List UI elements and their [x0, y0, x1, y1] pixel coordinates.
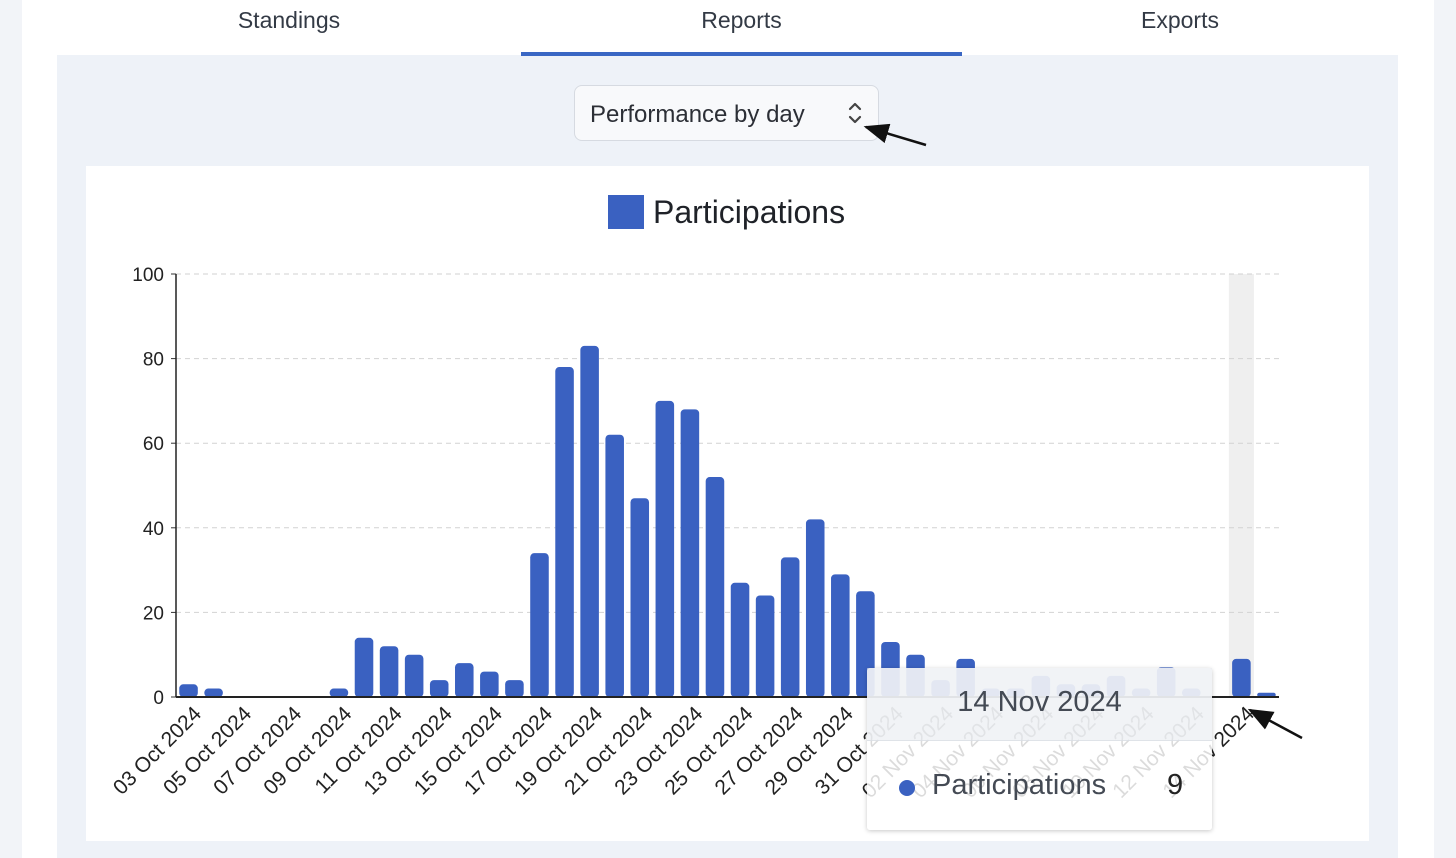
legend-label[interactable]: Participations [653, 194, 846, 230]
bar [179, 684, 198, 697]
tab-label: Reports [701, 7, 782, 33]
tab-label: Exports [1141, 7, 1219, 33]
bar [480, 671, 499, 697]
annotation-arrow [1247, 708, 1303, 740]
tooltip-date: 14 Nov 2024 [957, 686, 1122, 718]
y-tick-label: 100 [132, 265, 164, 286]
page-margin-left [0, 0, 22, 858]
bar [455, 663, 474, 697]
bar [530, 553, 549, 697]
bar [780, 557, 800, 697]
bar [680, 409, 700, 697]
bar [805, 519, 825, 697]
tab-standings[interactable]: Standings [57, 0, 521, 55]
bar [354, 637, 374, 697]
y-tick-label: 40 [143, 519, 164, 540]
bar [404, 654, 424, 697]
y-tick-label: 20 [143, 603, 164, 624]
tab-bar: Standings Reports Exports [57, 0, 1398, 56]
bar [630, 498, 650, 697]
bar [429, 680, 449, 697]
tooltip-value: 9 [1167, 769, 1184, 801]
bar [379, 646, 399, 697]
report-type-select[interactable]: Performance by day [574, 85, 879, 141]
report-type-value: Performance by day [590, 101, 805, 128]
bar [705, 477, 725, 697]
chart-tooltip: 14 Nov 2024 Participations 9 [867, 668, 1212, 830]
bar [329, 688, 349, 697]
bar [1257, 692, 1276, 697]
tooltip-series-label: Participations [932, 769, 1107, 801]
tab-reports[interactable]: Reports [521, 0, 962, 56]
bar [204, 688, 223, 697]
tooltip-header: 14 Nov 2024 [867, 668, 1212, 741]
bar [505, 680, 524, 697]
bar [831, 574, 850, 697]
tooltip-series-dot [899, 780, 915, 796]
tab-exports[interactable]: Exports [962, 0, 1398, 55]
tab-label: Standings [237, 7, 341, 33]
annotation-arrow [863, 123, 927, 147]
legend-swatch[interactable] [608, 195, 644, 229]
page-margin-right [1434, 0, 1456, 858]
bar [1232, 658, 1251, 697]
bar [730, 582, 750, 697]
bar [755, 595, 775, 697]
bar [655, 400, 675, 697]
bar [580, 345, 599, 697]
chevron-up-down-icon [848, 102, 862, 124]
y-tick-label: 60 [143, 434, 164, 455]
y-tick-label: 0 [153, 688, 164, 709]
hover-highlight-band [1228, 274, 1254, 697]
y-tick-label: 80 [143, 350, 164, 371]
bar [605, 434, 624, 697]
bar [555, 367, 574, 697]
